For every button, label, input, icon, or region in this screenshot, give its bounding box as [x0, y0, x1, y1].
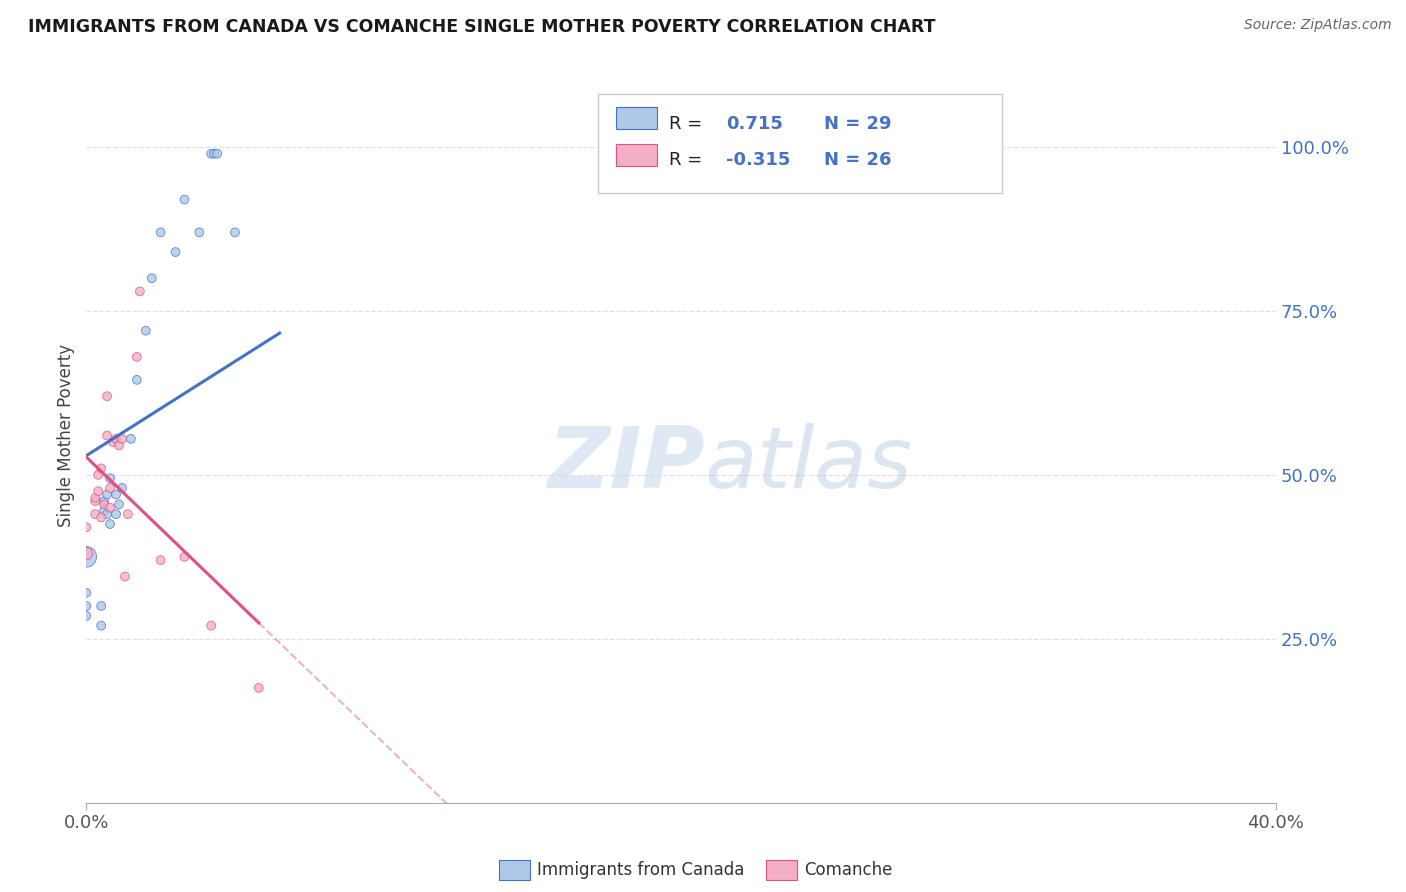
- Point: [75, 586, 97, 600]
- Point: [205, 146, 228, 161]
- Text: ZIP: ZIP: [547, 424, 704, 507]
- Y-axis label: Single Mother Poverty: Single Mother Poverty: [58, 344, 75, 527]
- Point: [90, 599, 112, 613]
- Point: [200, 618, 222, 632]
- Point: [173, 549, 195, 564]
- Text: Source: ZipAtlas.com: Source: ZipAtlas.com: [1244, 18, 1392, 32]
- Point: [165, 245, 187, 260]
- Point: [98, 516, 121, 531]
- Point: [96, 389, 118, 403]
- Point: [879, 140, 901, 154]
- Point: [117, 507, 139, 521]
- Point: [224, 226, 246, 240]
- Text: Comanche: Comanche: [804, 861, 893, 879]
- Text: atlas: atlas: [704, 424, 912, 507]
- Point: [87, 467, 110, 482]
- Text: -0.315: -0.315: [727, 152, 790, 169]
- Point: [84, 494, 107, 508]
- Point: [101, 435, 124, 450]
- Point: [96, 507, 118, 521]
- Point: [75, 608, 97, 623]
- Point: [202, 146, 225, 161]
- Point: [149, 553, 172, 567]
- Text: N = 29: N = 29: [824, 115, 891, 133]
- Text: R =: R =: [669, 115, 709, 133]
- Point: [90, 510, 112, 524]
- Text: 0.715: 0.715: [727, 115, 783, 133]
- Point: [105, 507, 128, 521]
- Point: [105, 432, 128, 446]
- Point: [125, 373, 148, 387]
- Point: [247, 681, 270, 695]
- Text: Immigrants from Canada: Immigrants from Canada: [537, 861, 744, 879]
- Point: [93, 504, 115, 518]
- FancyBboxPatch shape: [616, 145, 658, 166]
- Text: IMMIGRANTS FROM CANADA VS COMANCHE SINGLE MOTHER POVERTY CORRELATION CHART: IMMIGRANTS FROM CANADA VS COMANCHE SINGL…: [28, 18, 935, 36]
- Point: [84, 491, 107, 505]
- Point: [128, 285, 150, 299]
- Point: [188, 226, 211, 240]
- Point: [125, 350, 148, 364]
- Point: [105, 487, 128, 501]
- FancyBboxPatch shape: [598, 95, 1002, 194]
- Point: [90, 618, 112, 632]
- Point: [90, 461, 112, 475]
- Point: [75, 599, 97, 613]
- Point: [120, 432, 142, 446]
- Point: [93, 494, 115, 508]
- Point: [111, 432, 134, 446]
- Point: [96, 487, 118, 501]
- Text: R =: R =: [669, 152, 709, 169]
- Point: [141, 271, 163, 285]
- Point: [149, 226, 172, 240]
- Point: [135, 324, 157, 338]
- Point: [98, 471, 121, 485]
- Point: [84, 507, 107, 521]
- Point: [98, 481, 121, 495]
- Text: N = 26: N = 26: [824, 152, 891, 169]
- Point: [98, 500, 121, 515]
- Point: [75, 549, 97, 564]
- Point: [108, 497, 131, 511]
- Point: [114, 569, 136, 583]
- Point: [200, 146, 222, 161]
- Point: [108, 438, 131, 452]
- Point: [173, 193, 195, 207]
- Point: [111, 481, 134, 495]
- Point: [75, 520, 97, 534]
- Point: [93, 497, 115, 511]
- Point: [96, 428, 118, 442]
- Point: [75, 547, 97, 561]
- FancyBboxPatch shape: [616, 107, 658, 129]
- Point: [87, 484, 110, 499]
